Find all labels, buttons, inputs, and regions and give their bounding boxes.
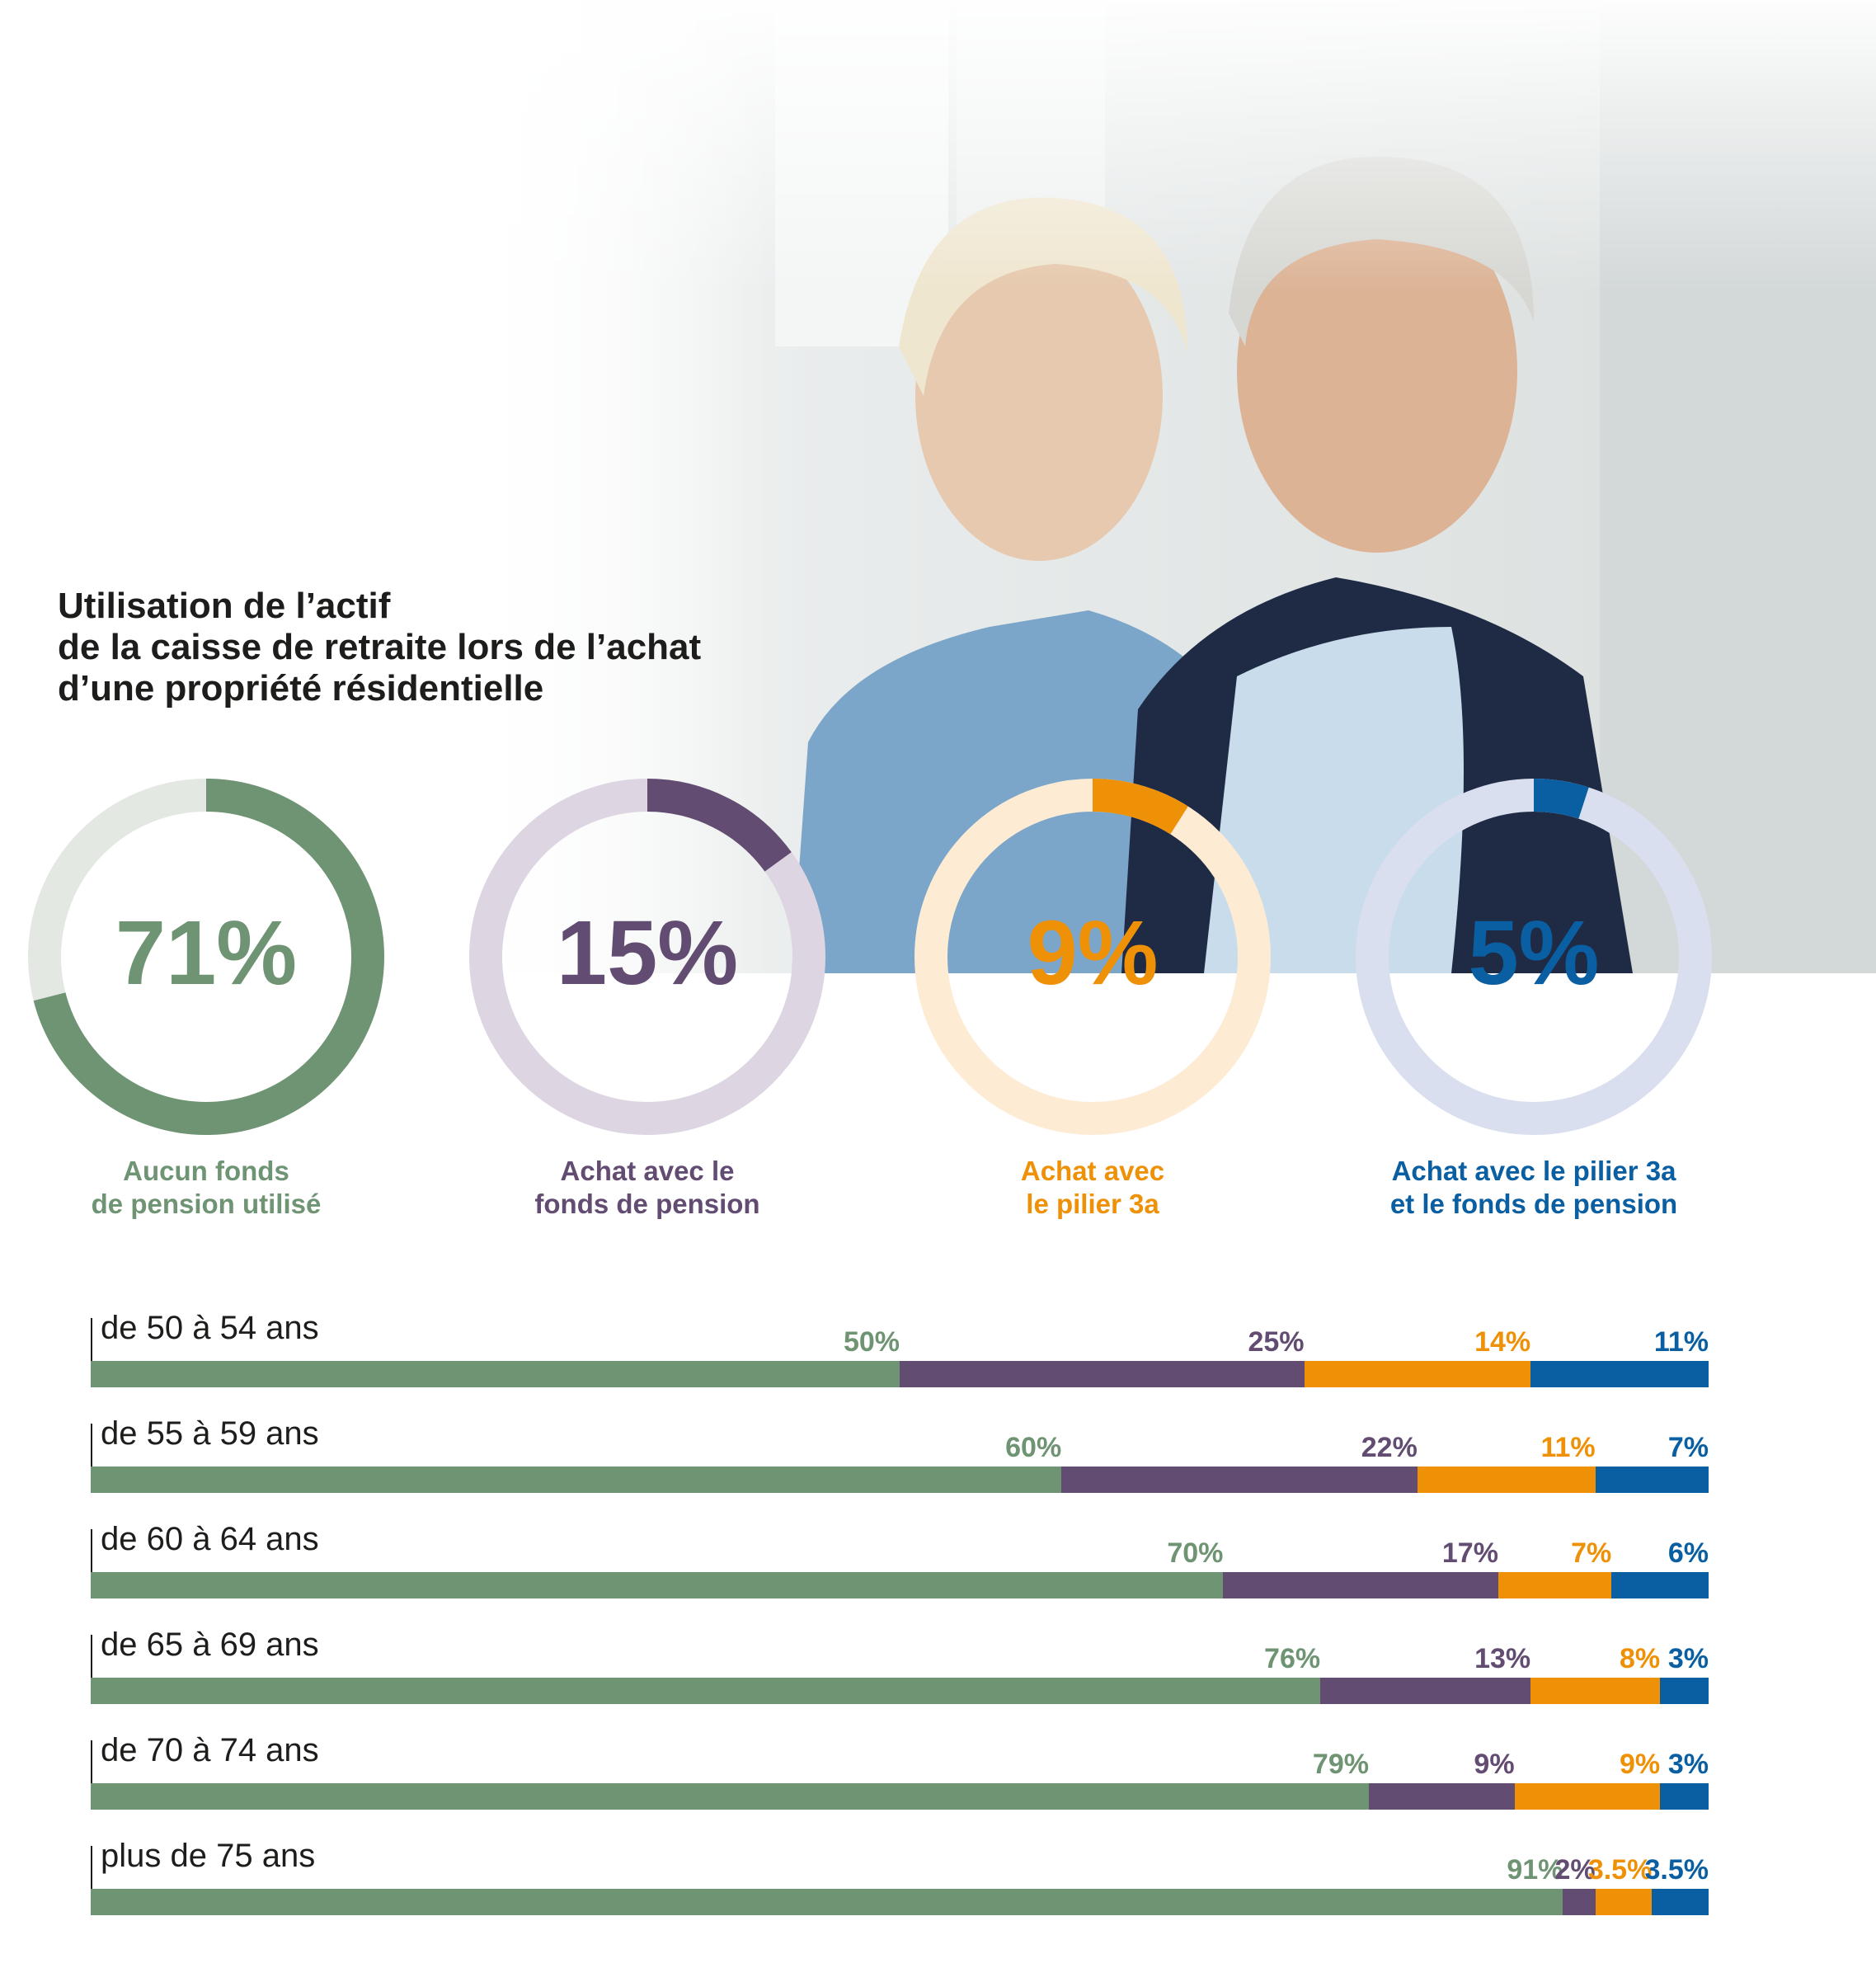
- bar-value-label: 60%: [1005, 1432, 1062, 1463]
- bar-segment: [91, 1467, 1062, 1493]
- couple-photo: [462, 0, 1876, 973]
- bar-value-label: 79%: [1312, 1749, 1369, 1780]
- stacked-bar-chart: de 50 à 54 ans 50% 25% 14% 11% de 55 à 59 ans…: [0, 1303, 1876, 1930]
- bar-segment: [1530, 1678, 1661, 1704]
- bar-value-label: 2%: [1554, 1854, 1596, 1886]
- bar-segment: [1320, 1678, 1531, 1704]
- bar-value-label: 91%: [1507, 1854, 1563, 1886]
- bar-value-label: 9%: [1619, 1749, 1661, 1780]
- title-line-1: Utilisation de l’actif: [58, 586, 391, 626]
- donut-pct-1: 15%: [556, 902, 739, 1004]
- bar-segment: [1061, 1467, 1418, 1493]
- bar-value-label: 9%: [1474, 1749, 1515, 1780]
- bar-value-label: 70%: [1167, 1537, 1224, 1569]
- row-label: de 50 à 54 ans: [101, 1310, 319, 1346]
- bar-value-label: 11%: [1653, 1326, 1709, 1358]
- bar-row-axis-tick: [91, 1635, 92, 1704]
- row-label: plus de 75 ans: [101, 1838, 316, 1874]
- bar-value-label: 8%: [1619, 1643, 1661, 1674]
- donut-ring-0: [28, 779, 384, 1135]
- row-label: de 65 à 69 ans: [101, 1627, 319, 1663]
- bar-segment: [1652, 1889, 1709, 1915]
- donut-label-2: Achat avec le pilier 3a: [878, 1155, 1307, 1221]
- bar-row-axis-tick: [91, 1424, 92, 1493]
- donut-label-2-line2: le pilier 3a: [1026, 1189, 1159, 1219]
- chart-title: Utilisation de l’actif de la caisse de r…: [58, 586, 701, 709]
- bar-value-label: 3.5%: [1644, 1854, 1709, 1886]
- bar-value-label: 7%: [1571, 1537, 1612, 1569]
- bar-segment: [1595, 1889, 1653, 1915]
- bar-segment: [1514, 1783, 1661, 1810]
- bar-segment: [1368, 1783, 1515, 1810]
- donut-label-0-line1: Aucun fonds: [123, 1156, 289, 1186]
- donut-label-1-line1: Achat avec le: [560, 1156, 735, 1186]
- donut-3: 5%: [1352, 775, 1715, 1138]
- bar-row-axis-tick: [91, 1529, 92, 1598]
- title-line-3: d’une propriété résidentielle: [58, 668, 544, 709]
- bar-segment: [91, 1678, 1321, 1704]
- bar-row-axis-tick: [91, 1318, 92, 1387]
- bar-segment: [1530, 1361, 1709, 1387]
- bar-value-label: 3%: [1667, 1643, 1709, 1674]
- row-label: de 60 à 64 ans: [101, 1521, 319, 1557]
- donut-label-3-line1: Achat avec le pilier 3a: [1391, 1156, 1676, 1186]
- bar-segment: [91, 1572, 1224, 1598]
- bar-value-label: 17%: [1441, 1537, 1498, 1569]
- bar-value-label: 3.5%: [1587, 1854, 1653, 1886]
- donut-label-1: Achat avec le fonds de pension: [433, 1155, 862, 1221]
- bar-value-label: 3%: [1667, 1749, 1709, 1780]
- donut-pct-2: 9%: [1027, 902, 1159, 1004]
- bar-segment: [1660, 1783, 1709, 1810]
- donut-2: 9%: [911, 775, 1274, 1138]
- bar-segment: [1563, 1889, 1596, 1915]
- title-line-2: de la caisse de retraite lors de l’achat: [58, 627, 702, 667]
- photo-illustration: [462, 0, 1876, 973]
- bar-segment: [91, 1889, 1563, 1915]
- donut-label-3-line2: et le fonds de pension: [1389, 1189, 1678, 1219]
- donut-label-0: Aucun fonds de pension utilisé: [0, 1155, 421, 1221]
- donut-label-1-line2: fonds de pension: [534, 1189, 760, 1219]
- donut-arc-0: [28, 779, 384, 1135]
- bar-segment: [1595, 1467, 1709, 1493]
- row-label: de 55 à 59 ans: [101, 1415, 319, 1452]
- donut-ring-2: [914, 779, 1271, 1135]
- donut-label-0-line2: de pension utilisé: [91, 1189, 322, 1219]
- bar-segment: [91, 1783, 1369, 1810]
- bar-segment: [1223, 1572, 1498, 1598]
- bar-value-label: 11%: [1540, 1432, 1596, 1463]
- donut-label-2-line1: Achat avec: [1020, 1156, 1165, 1186]
- row-label: de 70 à 74 ans: [101, 1732, 319, 1768]
- bar-segment: [1417, 1467, 1596, 1493]
- donut-pct-0: 71%: [115, 902, 298, 1004]
- donut-0: 71%: [25, 775, 388, 1138]
- bar-value-label: 7%: [1667, 1432, 1709, 1463]
- bar-row-axis-tick: [91, 1846, 92, 1915]
- donut-arc-1: [469, 779, 825, 1135]
- bar-value-label: 50%: [843, 1326, 900, 1358]
- bar-value-label: 6%: [1667, 1537, 1709, 1569]
- bar-segment: [1304, 1361, 1531, 1387]
- bar-segment: [1498, 1572, 1612, 1598]
- bar-row-axis-tick: [91, 1740, 92, 1810]
- bar-value-label: 25%: [1248, 1326, 1305, 1358]
- bar-value-label: 76%: [1264, 1643, 1321, 1674]
- donut-1: 15%: [466, 775, 829, 1138]
- donut-label-3: Achat avec le pilier 3a et le fonds de p…: [1319, 1155, 1748, 1221]
- bar-segment: [1611, 1572, 1709, 1598]
- bar-value-label: 13%: [1474, 1643, 1531, 1674]
- bar-value-label: 14%: [1474, 1326, 1531, 1358]
- donut-arc-3: [1356, 779, 1712, 1135]
- bar-segment: [900, 1361, 1305, 1387]
- bar-segment: [91, 1361, 900, 1387]
- donut-ring-1: [469, 779, 825, 1135]
- bar-segment: [1660, 1678, 1709, 1704]
- donut-arc-2: [914, 779, 1271, 1135]
- donut-ring-3: [1356, 779, 1712, 1135]
- donut-pct-3: 5%: [1468, 902, 1600, 1004]
- bar-value-label: 22%: [1361, 1432, 1418, 1463]
